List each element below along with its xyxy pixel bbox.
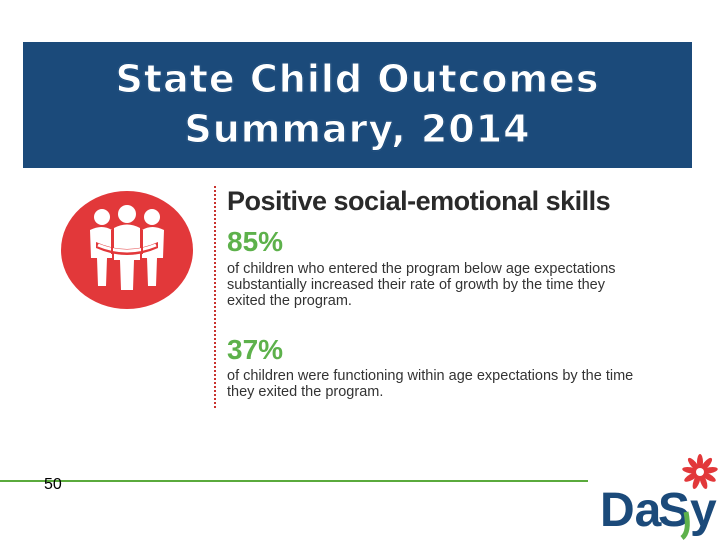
dasy-logo: Da Sy — [600, 454, 718, 540]
stat-description-2: of children were functioning within age … — [227, 368, 634, 400]
footer-divider — [0, 480, 588, 482]
stat-description-1: of children who entered the program belo… — [227, 261, 616, 309]
stat-value-1: 85% — [227, 226, 284, 257]
logo-text-da: Da — [600, 484, 662, 537]
slide-title-line-2: Summary, 2014 — [184, 107, 531, 152]
slide-title: State Child Outcomes Summary, 2014 — [23, 54, 692, 154]
section-heading: Positive social-emotional skills — [227, 186, 611, 216]
group-hug-icon — [61, 191, 193, 309]
title-banner: State Child Outcomes Summary, 2014 — [23, 42, 692, 168]
slide-title-line-1: State Child Outcomes — [115, 57, 600, 102]
page-number: 50 — [44, 476, 62, 493]
stat-value-2: 37% — [227, 334, 284, 365]
logo-green-swoosh — [680, 511, 690, 540]
flower-icon — [682, 454, 718, 489]
dotted-divider — [214, 186, 216, 408]
